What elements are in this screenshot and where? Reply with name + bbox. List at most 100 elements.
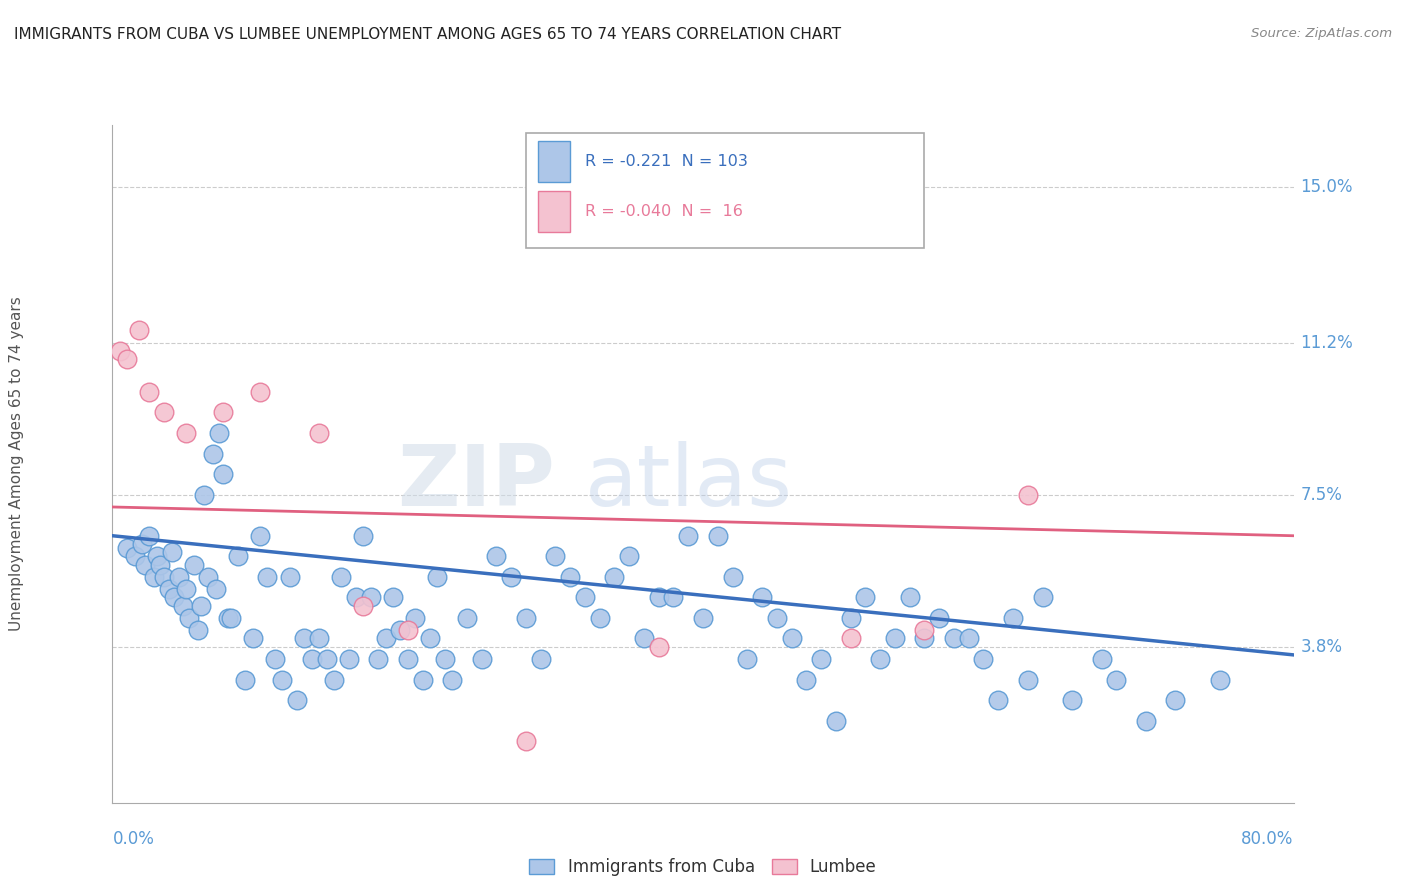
Point [226, 549, 249, 564]
Point [1208, 673, 1232, 687]
Point [914, 624, 936, 638]
Point [588, 611, 610, 625]
Point [501, 570, 523, 584]
Point [737, 652, 759, 666]
Point [603, 570, 626, 584]
Point [292, 632, 315, 646]
Point [1105, 673, 1128, 687]
Point [138, 384, 160, 399]
Point [515, 734, 537, 748]
Text: 11.2%: 11.2% [1301, 334, 1354, 351]
Point [352, 529, 374, 543]
Point [128, 323, 150, 337]
Point [256, 570, 278, 584]
Point [330, 570, 353, 584]
Point [149, 558, 172, 572]
Point [201, 446, 224, 460]
Point [233, 673, 256, 687]
Text: Unemployment Among Ages 65 to 74 years: Unemployment Among Ages 65 to 74 years [10, 296, 24, 632]
Point [163, 591, 186, 605]
Point [957, 632, 980, 646]
Point [212, 467, 235, 482]
Point [619, 549, 641, 564]
Point [419, 632, 441, 646]
Point [1032, 591, 1054, 605]
Point [264, 652, 287, 666]
Point [301, 652, 323, 666]
Point [456, 611, 478, 625]
Point [412, 673, 434, 687]
Point [574, 591, 596, 605]
Point [249, 529, 271, 543]
Point [249, 384, 271, 399]
Point [560, 570, 582, 584]
Point [160, 545, 183, 559]
Point [433, 652, 456, 666]
Point [633, 632, 655, 646]
Point [1091, 652, 1114, 666]
Point [242, 632, 264, 646]
Point [153, 405, 176, 419]
Point [174, 582, 197, 596]
Point [382, 591, 405, 605]
Point [721, 570, 744, 584]
Point [1017, 673, 1039, 687]
Point [190, 599, 212, 613]
Point [470, 652, 494, 666]
Point [217, 611, 239, 625]
Point [1062, 693, 1084, 707]
Point [208, 425, 231, 440]
Point [928, 611, 950, 625]
Point [707, 529, 730, 543]
Point [142, 570, 165, 584]
Point [662, 591, 685, 605]
Point [1135, 714, 1157, 728]
Point [117, 352, 138, 367]
Text: Source: ZipAtlas.com: Source: ZipAtlas.com [1251, 27, 1392, 40]
Point [367, 652, 389, 666]
Point [138, 529, 160, 543]
Point [855, 591, 877, 605]
Text: 7.5%: 7.5% [1301, 485, 1343, 504]
Text: 80.0%: 80.0% [1241, 830, 1294, 847]
Point [678, 529, 700, 543]
Point [884, 632, 907, 646]
Point [179, 611, 201, 625]
Point [973, 652, 995, 666]
Point [219, 611, 242, 625]
Point [172, 599, 194, 613]
Point [869, 652, 891, 666]
Point [205, 582, 228, 596]
Point [315, 652, 337, 666]
Point [396, 624, 419, 638]
Point [374, 632, 396, 646]
Text: 3.8%: 3.8% [1301, 638, 1343, 656]
Point [146, 549, 169, 564]
Point [751, 591, 773, 605]
Point [942, 632, 965, 646]
Point [285, 693, 308, 707]
Point [197, 570, 219, 584]
Point [271, 673, 294, 687]
Point [187, 624, 209, 638]
Point [426, 570, 449, 584]
Point [212, 405, 235, 419]
Point [389, 624, 412, 638]
Text: ZIP: ZIP [398, 441, 555, 524]
Point [157, 582, 180, 596]
Text: R = -0.221  N = 103: R = -0.221 N = 103 [585, 154, 748, 169]
Legend: Immigrants from Cuba, Lumbee: Immigrants from Cuba, Lumbee [523, 851, 883, 882]
Point [404, 611, 426, 625]
Point [647, 591, 671, 605]
Point [839, 611, 862, 625]
Text: atlas: atlas [585, 441, 793, 524]
Bar [537, 191, 571, 232]
Point [153, 570, 176, 584]
Point [352, 599, 374, 613]
Text: 0.0%: 0.0% [112, 830, 155, 847]
Point [308, 425, 330, 440]
Point [839, 632, 862, 646]
Point [766, 611, 789, 625]
Point [796, 673, 818, 687]
Bar [537, 141, 571, 182]
